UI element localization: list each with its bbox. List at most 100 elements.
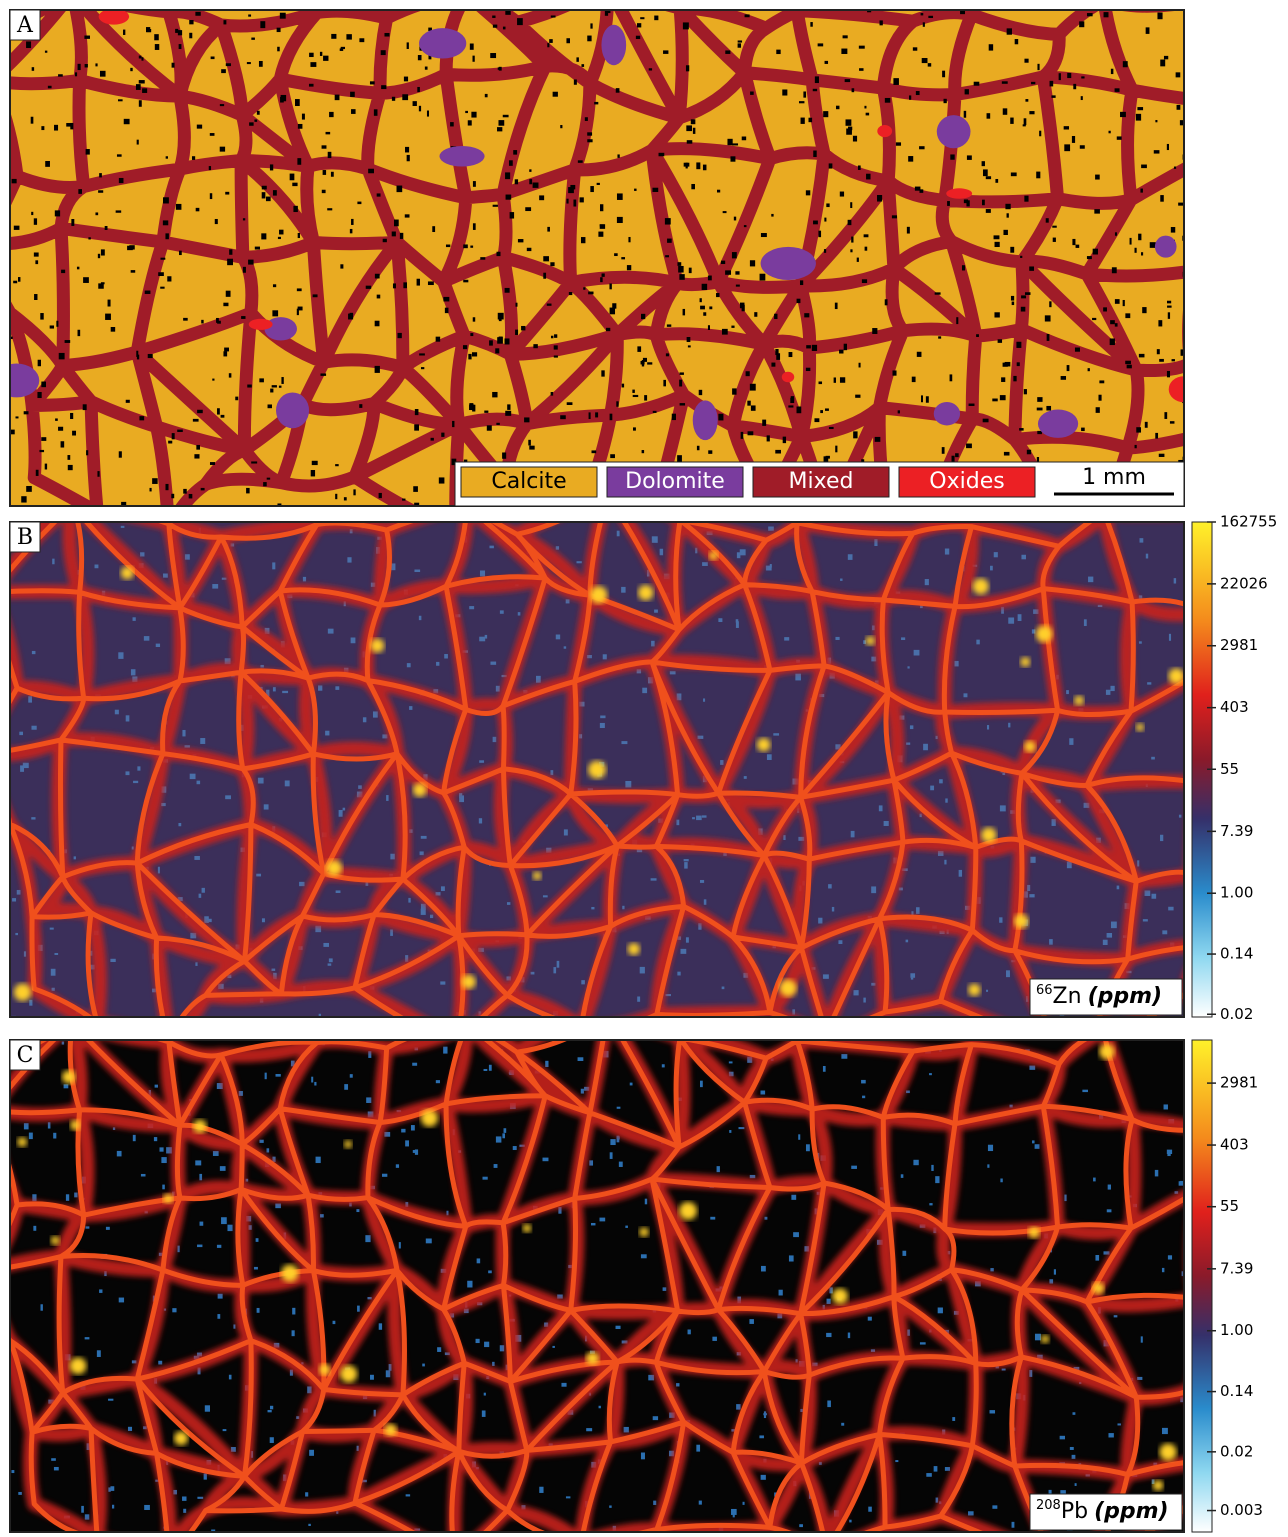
speck	[45, 161, 50, 167]
speck	[543, 272, 547, 279]
speck	[1087, 368, 1090, 372]
speck	[349, 528, 353, 534]
speck	[1138, 353, 1145, 358]
speck	[766, 435, 770, 442]
speck	[985, 209, 991, 213]
speck	[138, 55, 142, 59]
speck	[576, 57, 579, 62]
speck	[547, 226, 550, 232]
speck	[256, 110, 260, 115]
speck	[862, 1095, 866, 1099]
speck	[82, 404, 87, 411]
speck	[428, 54, 432, 60]
speck	[963, 110, 967, 118]
speck	[323, 55, 329, 61]
speck	[272, 284, 277, 288]
speck	[488, 1270, 492, 1274]
speck	[49, 927, 54, 930]
speck	[720, 260, 726, 265]
speck	[1049, 301, 1052, 308]
speck	[639, 966, 645, 974]
speck	[1014, 39, 1019, 45]
speck	[1141, 164, 1147, 169]
speck	[242, 266, 246, 273]
speck	[1071, 135, 1076, 143]
speck	[365, 1235, 371, 1243]
hotspot	[832, 1288, 848, 1305]
speck	[728, 1071, 734, 1077]
speck	[401, 1128, 406, 1133]
speck	[424, 66, 428, 70]
speck	[1114, 88, 1120, 92]
speck	[581, 980, 585, 985]
speck	[497, 127, 503, 132]
speck	[63, 1084, 69, 1089]
speck	[54, 952, 59, 956]
speck	[654, 15, 659, 21]
speck	[100, 249, 105, 256]
speck	[222, 1429, 227, 1432]
speck	[803, 91, 807, 98]
speck	[561, 1382, 567, 1387]
speck	[1003, 451, 1010, 456]
speck	[162, 573, 168, 578]
speck	[214, 218, 218, 225]
speck	[853, 431, 858, 439]
speck	[315, 925, 322, 933]
speck	[373, 109, 378, 116]
speck	[325, 131, 331, 135]
speck	[805, 1144, 810, 1152]
speck	[194, 454, 200, 459]
speck	[336, 1511, 339, 1514]
speck	[282, 690, 289, 694]
speck	[1033, 609, 1039, 614]
speck	[263, 482, 267, 487]
speck	[31, 211, 34, 216]
speck	[1066, 365, 1070, 372]
speck	[18, 1491, 22, 1495]
speck	[499, 1345, 505, 1352]
speck	[577, 1057, 584, 1061]
colorbar-tick-label: 403	[1220, 1136, 1249, 1154]
speck	[1069, 1446, 1074, 1450]
speck	[720, 760, 724, 765]
speck	[229, 249, 233, 255]
speck	[21, 496, 27, 503]
hotspot	[1028, 1226, 1040, 1239]
speck	[248, 14, 252, 17]
panel-frame	[9, 521, 1185, 1018]
speck	[966, 443, 972, 449]
speck	[476, 1258, 481, 1264]
speck	[249, 122, 254, 126]
speck	[217, 408, 220, 415]
speck	[493, 1164, 498, 1168]
speck	[863, 997, 866, 1003]
speck	[1167, 305, 1172, 308]
speck	[391, 96, 396, 101]
speck	[1010, 246, 1015, 253]
speck	[194, 856, 200, 860]
speck	[868, 1506, 872, 1512]
colorbar-tick-label: 162755	[1220, 513, 1277, 531]
speck	[144, 1504, 150, 1510]
speck	[416, 278, 420, 286]
speck	[1037, 63, 1040, 71]
speck	[216, 1244, 222, 1248]
speck	[58, 74, 63, 77]
speck	[926, 1473, 932, 1477]
speck	[1166, 370, 1171, 378]
speck	[966, 155, 972, 160]
speck	[74, 1192, 78, 1198]
legend-swatch	[606, 466, 744, 498]
speck	[728, 1061, 733, 1064]
speck	[635, 35, 641, 40]
speck	[138, 100, 142, 107]
speck	[828, 163, 833, 169]
speck	[1109, 338, 1115, 346]
speck	[1178, 814, 1182, 818]
speck	[716, 189, 721, 193]
speck	[331, 33, 337, 39]
speck	[216, 1083, 223, 1090]
colorbar-tick-label: 1.00	[1220, 884, 1253, 902]
speck	[33, 1225, 37, 1231]
